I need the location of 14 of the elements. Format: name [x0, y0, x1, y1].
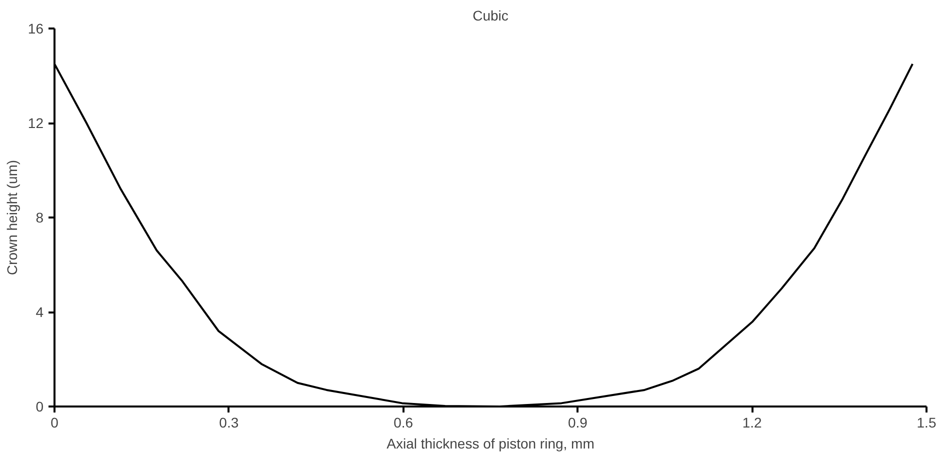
x-tick-label: 1.2 [742, 414, 762, 430]
y-tick-label: 12 [28, 115, 44, 131]
chart-title: Cubic [472, 8, 508, 24]
y-tick-label: 8 [36, 210, 44, 226]
y-axis-title: Crown height (um) [4, 160, 20, 276]
x-tick-label: 0 [50, 414, 59, 430]
x-tick-label: 0.9 [568, 414, 588, 430]
x-tick-label: 1.5 [916, 414, 936, 430]
x-tick-label: 0.3 [219, 414, 239, 430]
y-tick-label: 4 [36, 304, 44, 320]
x-axis-title: Axial thickness of piston ring, mm [386, 436, 594, 452]
y-tick-label: 16 [28, 20, 44, 36]
y-tick-label: 0 [36, 398, 44, 414]
x-tick-label: 0.6 [394, 414, 414, 430]
